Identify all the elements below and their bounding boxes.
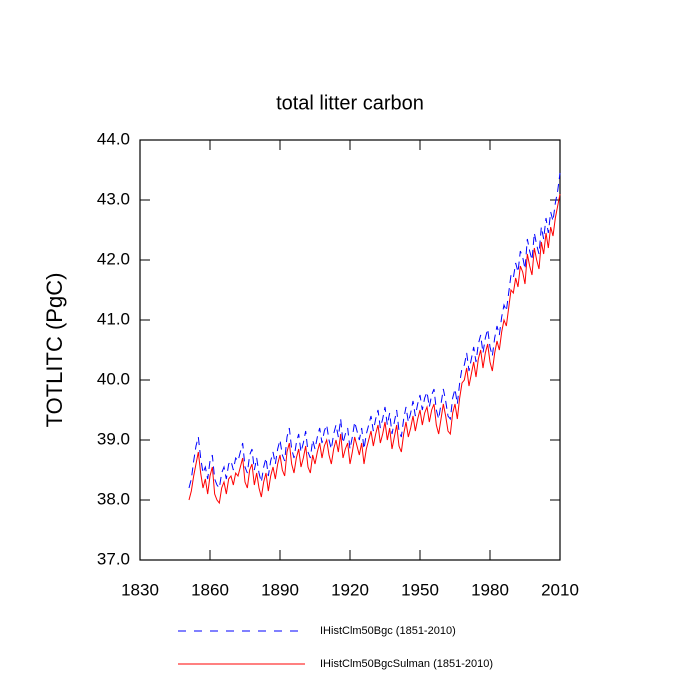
- y-tick-label: 43.0: [97, 189, 130, 208]
- y-tick-label: 41.0: [97, 309, 130, 328]
- x-tick-label: 2010: [541, 580, 579, 599]
- plot-frame: [139, 139, 561, 561]
- x-tick-label: 1830: [121, 580, 159, 599]
- y-tick-label: 39.0: [97, 429, 130, 448]
- y-tick-label: 44.0: [97, 129, 130, 148]
- y-axis-label: TOTLITC (PgC): [42, 273, 67, 428]
- y-tick-label: 38.0: [97, 489, 130, 508]
- y-tick-label: 40.0: [97, 369, 130, 388]
- x-tick-label: 1890: [261, 580, 299, 599]
- y-tick-label: 42.0: [97, 249, 130, 268]
- series-line: [188, 172, 561, 490]
- x-tick-label: 1950: [401, 580, 439, 599]
- chart-title: total litter carbon: [276, 92, 424, 114]
- x-tick-label: 1860: [191, 580, 229, 599]
- series-line: [188, 193, 561, 505]
- x-tick-label: 1980: [471, 580, 509, 599]
- legend-label: IHistClm50Bgc (1851-2010): [320, 625, 456, 637]
- x-tick-label: 1920: [331, 580, 369, 599]
- legend-label: IHistClm50BgcSulman (1851-2010): [320, 658, 493, 670]
- y-tick-label: 37.0: [97, 549, 130, 568]
